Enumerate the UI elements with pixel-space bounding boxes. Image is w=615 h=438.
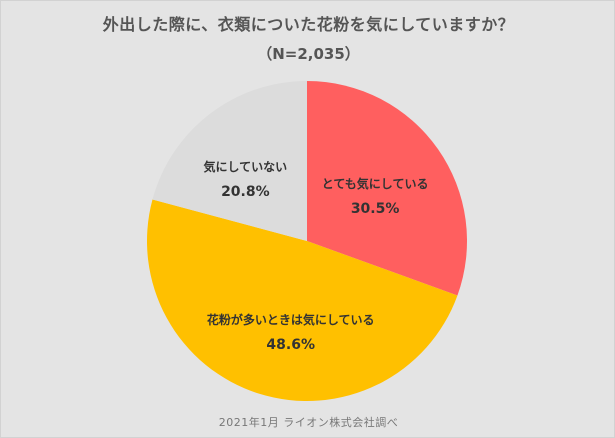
pie-slice	[152, 81, 307, 241]
source-note: 2021年1月 ライオン株式会社調べ	[218, 416, 399, 429]
slice-value-label: 20.8%	[221, 184, 270, 200]
slice-value-label: 30.5%	[351, 201, 400, 217]
slice-label: 花粉が多いときは気にしている	[207, 312, 375, 327]
pie-slice	[146, 199, 458, 402]
slice-label: とても気にしている	[322, 176, 429, 191]
pie-slice	[307, 81, 468, 296]
chart-title: 外出した際に、衣類についた花粉を気にしていますか？	[102, 15, 515, 34]
slice-label: 気にしていない	[204, 159, 288, 174]
chart-subtitle: （N=2,035）	[257, 45, 360, 63]
slice-value-label: 48.6%	[266, 337, 315, 353]
